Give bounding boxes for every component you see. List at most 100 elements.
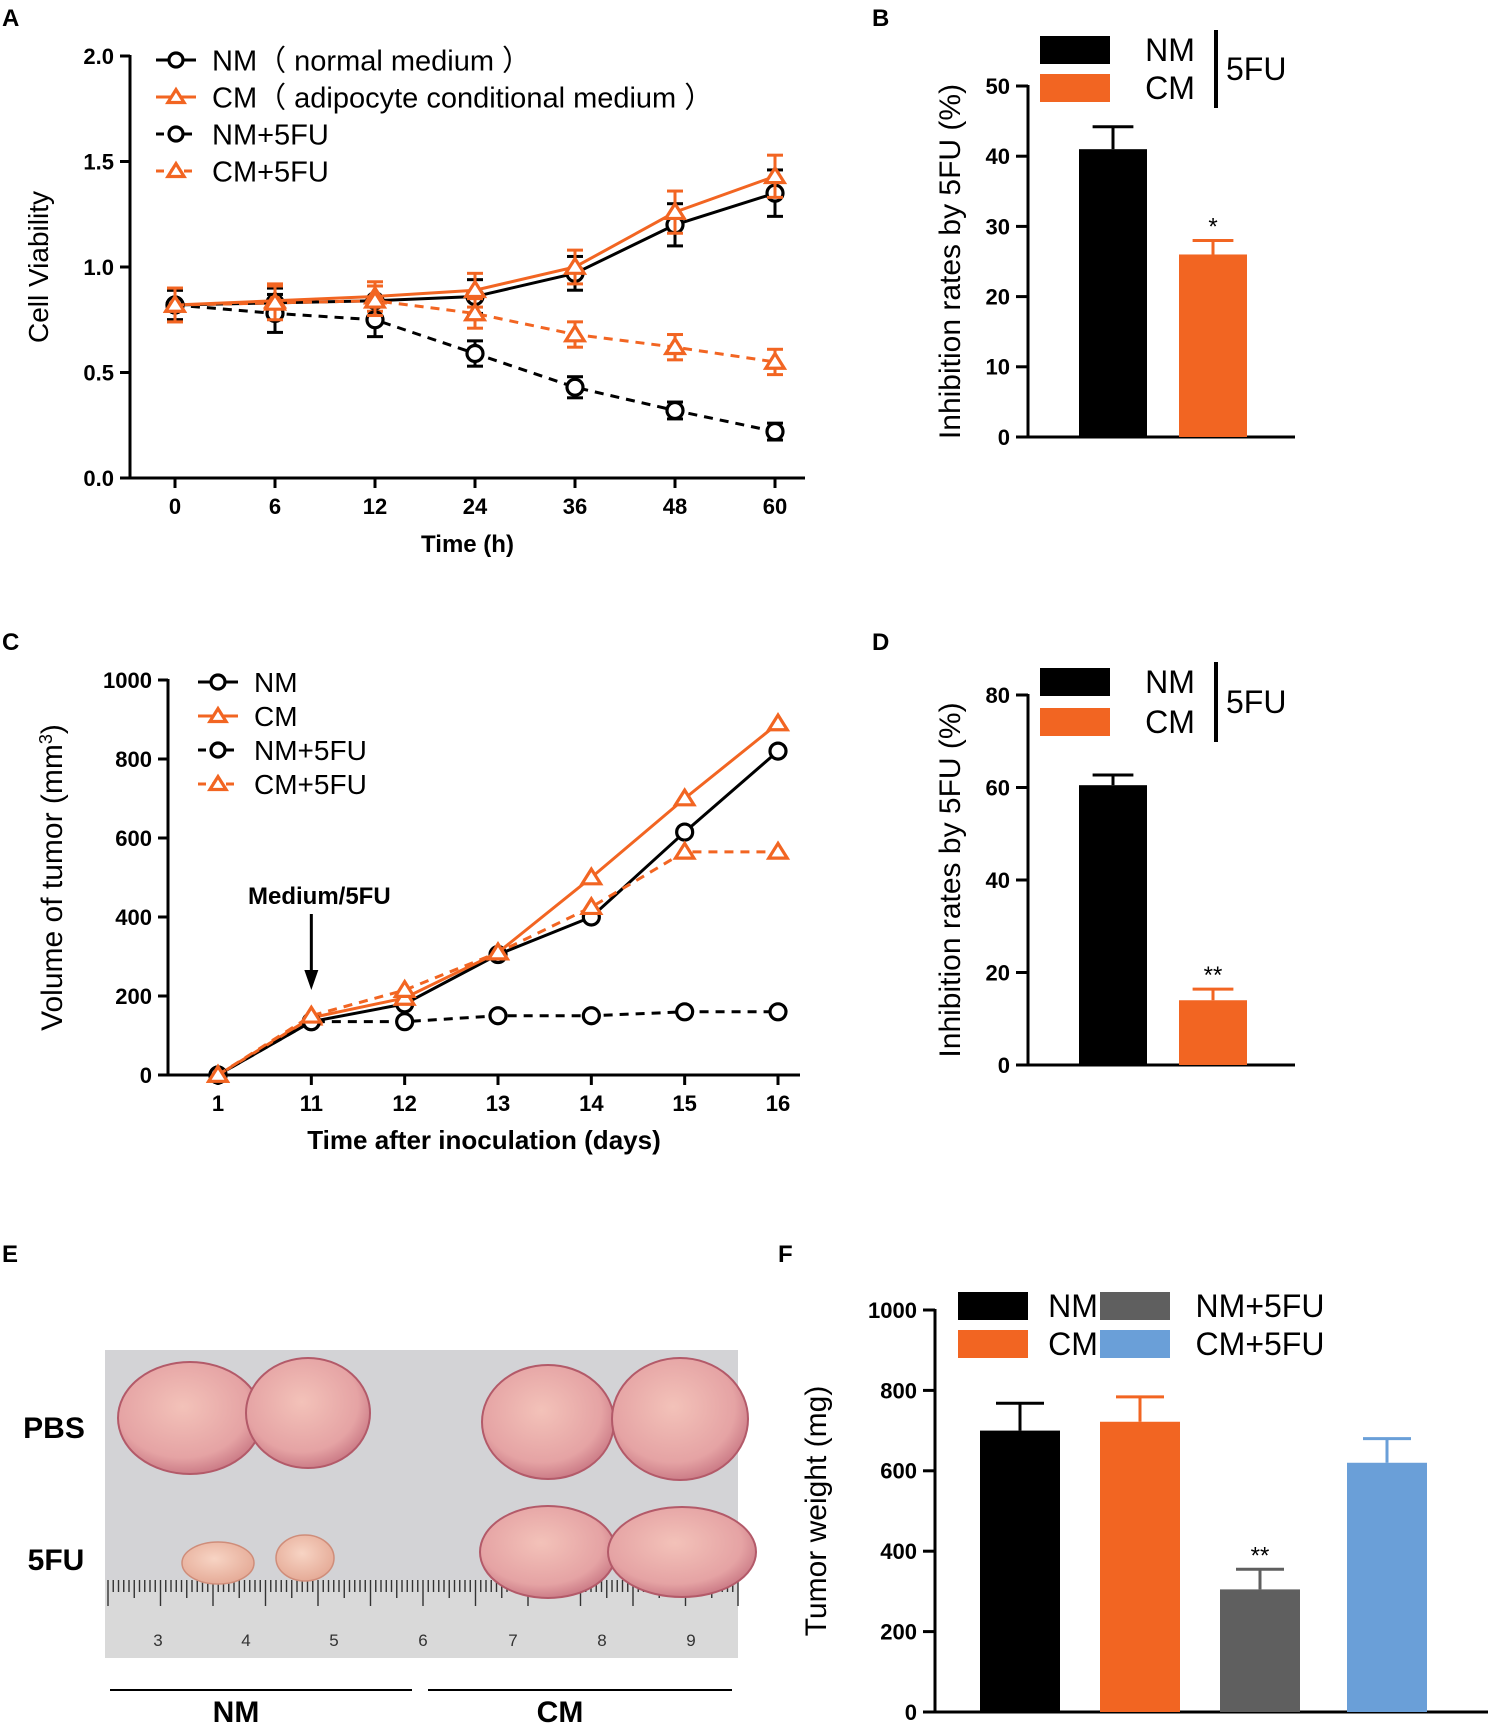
y-axis-title: Cell Viability — [23, 191, 54, 343]
legend-group-label: 5FU — [1226, 51, 1286, 87]
legend-label: CM — [254, 701, 298, 732]
y-tick-label: 200 — [115, 984, 152, 1009]
y-tick-label: 80 — [986, 683, 1010, 708]
data-point — [562, 323, 588, 343]
y-tick-label: 50 — [986, 74, 1010, 99]
data-point — [485, 941, 511, 961]
y-tick-label: 0 — [998, 425, 1010, 450]
data-point — [392, 978, 417, 998]
x-tick-label: 13 — [486, 1091, 510, 1116]
x-tick-label: 15 — [672, 1091, 696, 1116]
y-tick-label: 800 — [115, 747, 152, 772]
y-tick-label: 20 — [986, 960, 1010, 985]
series-2 — [208, 1002, 788, 1085]
legend-label: NM — [1145, 664, 1195, 700]
data-point — [665, 400, 685, 421]
bar-nm-5fu — [1220, 1589, 1300, 1712]
y-tick-label: 600 — [880, 1459, 917, 1484]
data-point — [565, 377, 585, 397]
data-point — [762, 164, 788, 185]
legend-label: CM+5FU — [212, 156, 329, 188]
significance-label: ** — [1251, 1542, 1270, 1569]
data-point — [465, 343, 485, 364]
y-tick-label: 1000 — [103, 668, 152, 693]
data-point — [675, 822, 695, 842]
legend-swatch — [1040, 668, 1110, 696]
panel-letter-d: D — [872, 629, 889, 656]
y-axis-title: Inhibition rates by 5FU (%) — [934, 702, 967, 1057]
x-tick-label: 48 — [663, 494, 687, 519]
x-tick-label: 12 — [363, 494, 387, 519]
y-tick-label: 40 — [986, 868, 1010, 893]
y-tick-label: 30 — [986, 214, 1010, 239]
annotation-label: Medium/5FU — [248, 883, 391, 910]
legend-label: NM+5FU — [1196, 1288, 1325, 1324]
y-tick-label: 0.0 — [83, 466, 114, 491]
ruler-number: 4 — [241, 1631, 250, 1650]
legend-sample-0-marker — [167, 51, 185, 69]
panel-letter-e: E — [2, 1241, 18, 1268]
x-axis-title: Time after inoculation (days) — [307, 1125, 660, 1155]
bar-nm — [1079, 785, 1147, 1065]
panel-e-tumor-photo: 3 4 5 6 7 8 9 PBS 5FU NM CM — [23, 1350, 757, 1726]
x-tick-label: 16 — [766, 1091, 790, 1116]
y-axis-title: Tumor weight (mg) — [800, 1386, 833, 1637]
legend-sample-3-marker — [207, 773, 229, 792]
ruler-number: 7 — [508, 1631, 517, 1650]
x-tick-label: 0 — [169, 494, 181, 519]
significance-label: ** — [1204, 962, 1223, 989]
bar-nm — [980, 1430, 1060, 1712]
row-label-pbs: PBS — [23, 1412, 85, 1445]
series-3 — [162, 284, 788, 377]
data-point — [362, 289, 388, 309]
y-tick-label: 10 — [986, 355, 1010, 380]
y-tick-label: 0 — [998, 1053, 1010, 1078]
legend-label: CM（ adipocyte conditional medium ） — [212, 82, 713, 114]
panel-letter-f: F — [778, 1241, 793, 1268]
panel-letter-a: A — [2, 5, 19, 32]
legend-sample-2-marker — [209, 741, 227, 759]
panel-letter-c: C — [2, 629, 19, 656]
tumor — [607, 1506, 757, 1598]
y-tick-label: 800 — [880, 1378, 917, 1403]
y-tick-label: 60 — [986, 775, 1010, 800]
y-tick-label: 2.0 — [83, 44, 114, 69]
data-point — [672, 787, 697, 807]
legend-label: CM — [1048, 1326, 1098, 1362]
data-point — [462, 278, 488, 299]
data-point — [162, 293, 188, 313]
legend-group-label: 5FU — [1226, 684, 1286, 720]
bar-cm-5fu — [1347, 1462, 1427, 1712]
bar-cm — [1100, 1421, 1180, 1712]
data-point — [662, 335, 688, 356]
legend-swatch — [1100, 1330, 1170, 1358]
legend-label: NM+5FU — [212, 119, 329, 151]
data-point — [765, 840, 791, 860]
legend-label: NM+5FU — [254, 735, 367, 766]
y-tick-label: 0 — [140, 1063, 152, 1088]
x-tick-label: 60 — [763, 494, 787, 519]
x-tick-label: 11 — [300, 1091, 323, 1116]
y-tick-label: 200 — [880, 1620, 917, 1645]
ruler-number: 8 — [597, 1631, 606, 1650]
y-tick-label: 20 — [986, 285, 1010, 310]
panel-b-inhibition-bar-chart: 0 10 20 30 40 50 Inhibition rates by 5FU (%) * N… — [934, 30, 1295, 450]
data-point — [562, 255, 588, 275]
legend-swatch — [958, 1292, 1028, 1320]
significance-label: * — [1208, 213, 1217, 240]
panel-d-inhibition-bar-chart: 0 20 40 60 80 Inhibition rates by 5FU (%) ** NM… — [934, 662, 1295, 1078]
ruler-number: 5 — [329, 1631, 338, 1650]
legend-sample-1-marker — [207, 705, 229, 724]
bar-nm — [1079, 149, 1147, 437]
data-point — [579, 866, 604, 886]
row-label-5fu: 5FU — [28, 1544, 85, 1577]
data-point — [768, 1002, 788, 1022]
data-point — [488, 1006, 508, 1026]
data-point — [675, 1002, 695, 1022]
x-tick-label: 1 — [212, 1091, 224, 1116]
y-tick-label: 1.0 — [83, 255, 114, 280]
x-tick-label: 12 — [392, 1091, 416, 1116]
annotation-arrow-head — [304, 970, 319, 990]
tumor — [117, 1361, 263, 1475]
